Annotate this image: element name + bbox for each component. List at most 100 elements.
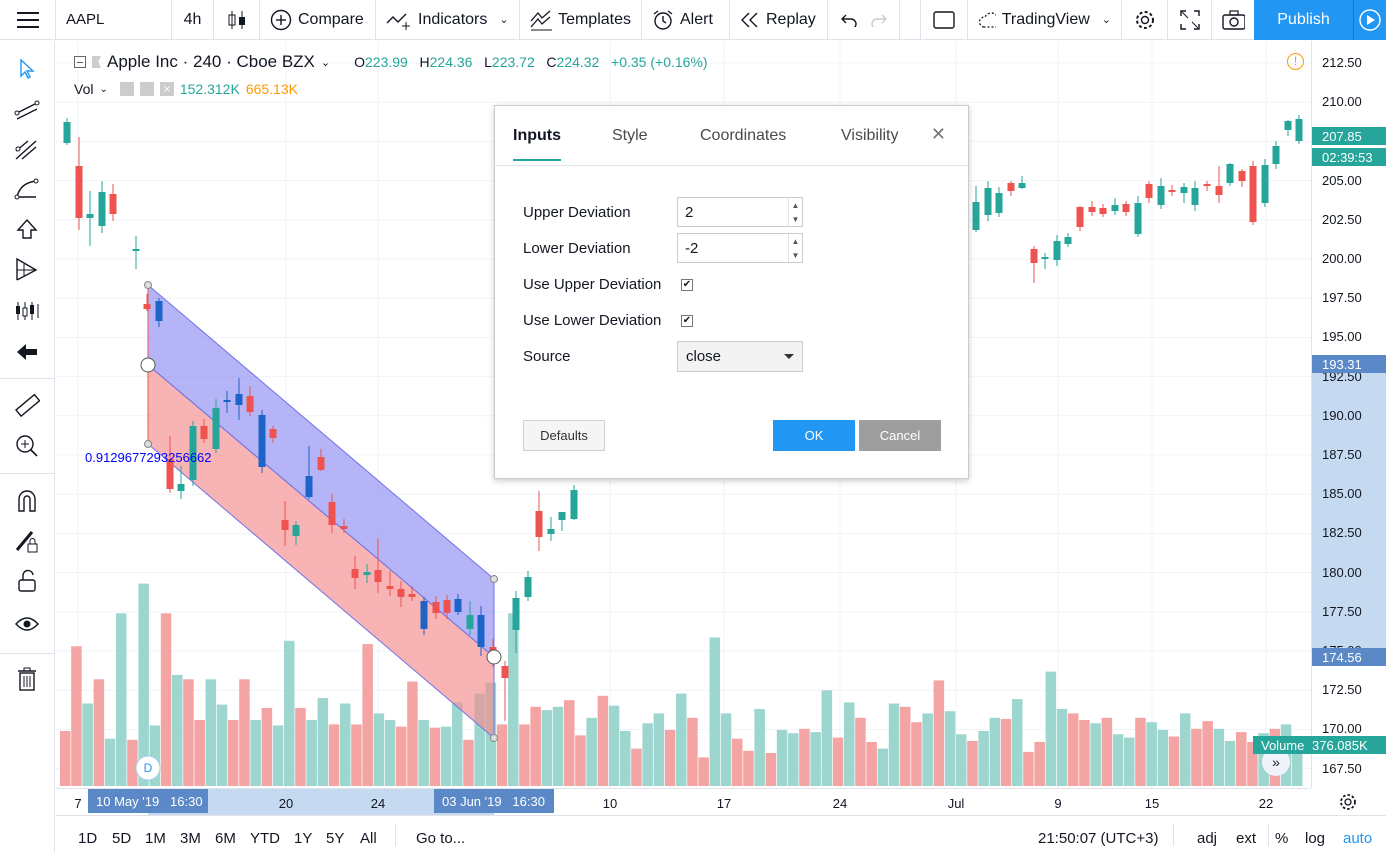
magnet-tool[interactable] — [14, 488, 40, 514]
arrow-tool[interactable] — [14, 216, 40, 242]
source-select[interactable]: close — [677, 341, 803, 372]
cancel-button[interactable]: Cancel — [859, 420, 941, 451]
layout-button[interactable] — [920, 0, 968, 40]
axis-settings-button[interactable] — [1338, 792, 1358, 812]
range-button[interactable]: YTD — [250, 830, 280, 847]
use-lower-deviation-checkbox[interactable]: ✔ — [681, 315, 693, 327]
close-small-icon[interactable]: × — [159, 82, 174, 96]
use-upper-deviation-checkbox[interactable]: ✔ — [681, 279, 693, 291]
log-toggle[interactable]: log — [1305, 830, 1326, 847]
trendline-tool[interactable] — [14, 96, 40, 122]
tab-inputs[interactable]: Inputs — [513, 127, 561, 161]
remove-drawings-tool[interactable] — [14, 666, 40, 692]
price-axis[interactable]: 212.50210.00207.50205.00202.50200.00197.… — [1253, 41, 1386, 788]
candle-body — [1134, 203, 1142, 234]
chevron-up-icon[interactable]: ▲ — [791, 236, 800, 246]
zoom-tool[interactable] — [14, 433, 40, 459]
redo-icon[interactable] — [870, 13, 889, 27]
ext-toggle[interactable]: ext — [1236, 830, 1257, 847]
ranges-tool[interactable] — [14, 298, 40, 324]
range-button[interactable]: 5D — [112, 830, 132, 847]
publish-button[interactable]: Publish — [1254, 0, 1354, 40]
forecast-tool[interactable] — [14, 256, 40, 282]
adj-toggle[interactable]: adj — [1197, 830, 1218, 847]
alert-button[interactable]: Alert — [642, 0, 730, 40]
handle-mid-start[interactable] — [140, 357, 156, 373]
pattern-tool[interactable] — [14, 176, 40, 202]
fullscreen-button[interactable] — [1168, 0, 1212, 40]
volume-bar — [776, 729, 788, 786]
candle-body — [132, 249, 140, 251]
collapse-legend-icon[interactable] — [74, 56, 86, 68]
compare-button[interactable]: Compare — [260, 0, 376, 40]
handle-mid-end[interactable] — [486, 649, 502, 665]
layout-name-button[interactable]: TradingView ⌄ — [968, 0, 1122, 40]
bottom-toolbar: 1D 5D 1M 3M 6M YTD 1Y 5Y All Go to... 21:50:07 (… — [56, 815, 1386, 852]
percent-toggle[interactable]: % — [1275, 830, 1289, 847]
chart-canvas[interactable]: 0.9129677293256662 D » — [56, 41, 1311, 788]
fib-tool[interactable] — [14, 136, 40, 162]
volume-legend: Vol ⌄ × 152.312K 665.13K — [74, 81, 298, 97]
chart-type-button[interactable] — [214, 0, 260, 40]
handle-lower-end[interactable] — [490, 734, 498, 742]
hide-toolbar-button[interactable] — [14, 339, 40, 365]
chart-pane[interactable]: 0.9129677293256662 D » — [56, 41, 1311, 788]
symbol-title[interactable]: Apple Inc · 240 · Cboe BZX — [107, 52, 315, 71]
templates-button[interactable]: Templates — [520, 0, 642, 40]
upper-deviation-stepper[interactable]: ▲ ▼ — [788, 198, 802, 226]
indicators-button[interactable]: Indicators ⌄ — [376, 0, 520, 40]
upper-deviation-input[interactable]: 2 ▲ ▼ — [677, 197, 803, 227]
tab-coordinates[interactable]: Coordinates — [700, 127, 787, 144]
range-button[interactable]: 1D — [78, 830, 98, 847]
scroll-right-button[interactable]: » — [1262, 748, 1290, 776]
menu-button[interactable] — [0, 0, 56, 40]
volume-bar — [1045, 671, 1057, 786]
lock-drawing-tool[interactable] — [14, 528, 40, 554]
ok-button[interactable]: OK — [773, 420, 855, 451]
range-button[interactable]: 1Y — [294, 830, 313, 847]
play-button[interactable] — [1354, 0, 1386, 40]
measure-tool[interactable] — [14, 393, 40, 419]
volume-bar — [552, 706, 564, 786]
eye-toggle-icon[interactable] — [119, 82, 134, 96]
handle-lower-start[interactable] — [144, 440, 152, 448]
close-icon[interactable]: ✕ — [930, 124, 946, 144]
replay-button[interactable]: Replay — [730, 0, 828, 40]
tab-style[interactable]: Style — [612, 127, 648, 144]
visibility-tool[interactable] — [14, 611, 40, 637]
channel-handles[interactable] — [140, 281, 502, 742]
volume-bar — [888, 703, 900, 786]
cursor-tool[interactable] — [14, 56, 40, 82]
range-button[interactable]: 1M — [145, 830, 166, 847]
defaults-button[interactable]: Defaults — [523, 420, 605, 451]
settings-button[interactable] — [1122, 0, 1168, 40]
lower-deviation-stepper[interactable]: ▲ ▼ — [788, 234, 802, 262]
interval-button[interactable]: 4h — [172, 0, 214, 40]
time-axis[interactable]: 7 20 24 10 17 24 Jul 9 15 22 10 May '19 16:30 03 … — [56, 788, 1311, 815]
volume-title[interactable]: Vol — [74, 81, 94, 97]
snapshot-button[interactable] — [1212, 0, 1256, 40]
dividends-marker[interactable]: D — [135, 755, 161, 781]
candle-body — [269, 429, 277, 438]
range-button[interactable]: 3M — [180, 830, 201, 847]
chevron-down-icon[interactable]: ▼ — [791, 214, 800, 224]
price-tick: 167.50 — [1322, 760, 1362, 776]
undo-icon[interactable] — [839, 13, 857, 27]
chevron-up-icon[interactable]: ▲ — [791, 200, 800, 210]
range-button[interactable]: 6M — [215, 830, 236, 847]
settings-small-icon[interactable] — [139, 82, 154, 96]
auto-toggle[interactable]: auto — [1343, 830, 1373, 847]
goto-button[interactable]: Go to... — [416, 830, 466, 847]
timezone-clock[interactable]: 21:50:07 (UTC+3) — [1038, 830, 1159, 847]
handle-upper-end[interactable] — [490, 575, 498, 583]
handle-upper-start[interactable] — [144, 281, 152, 289]
regression-channel[interactable] — [147, 283, 495, 740]
range-button[interactable]: 5Y — [326, 830, 345, 847]
warning-icon[interactable]: ! — [1287, 53, 1304, 70]
tab-visibility[interactable]: Visibility — [841, 127, 899, 144]
lower-deviation-input[interactable]: -2 ▲ ▼ — [677, 233, 803, 263]
lock-all-tool[interactable] — [14, 568, 40, 594]
symbol-search[interactable]: AAPL — [56, 0, 172, 40]
chevron-down-icon[interactable]: ▼ — [791, 250, 800, 260]
range-button[interactable]: All — [360, 830, 377, 847]
